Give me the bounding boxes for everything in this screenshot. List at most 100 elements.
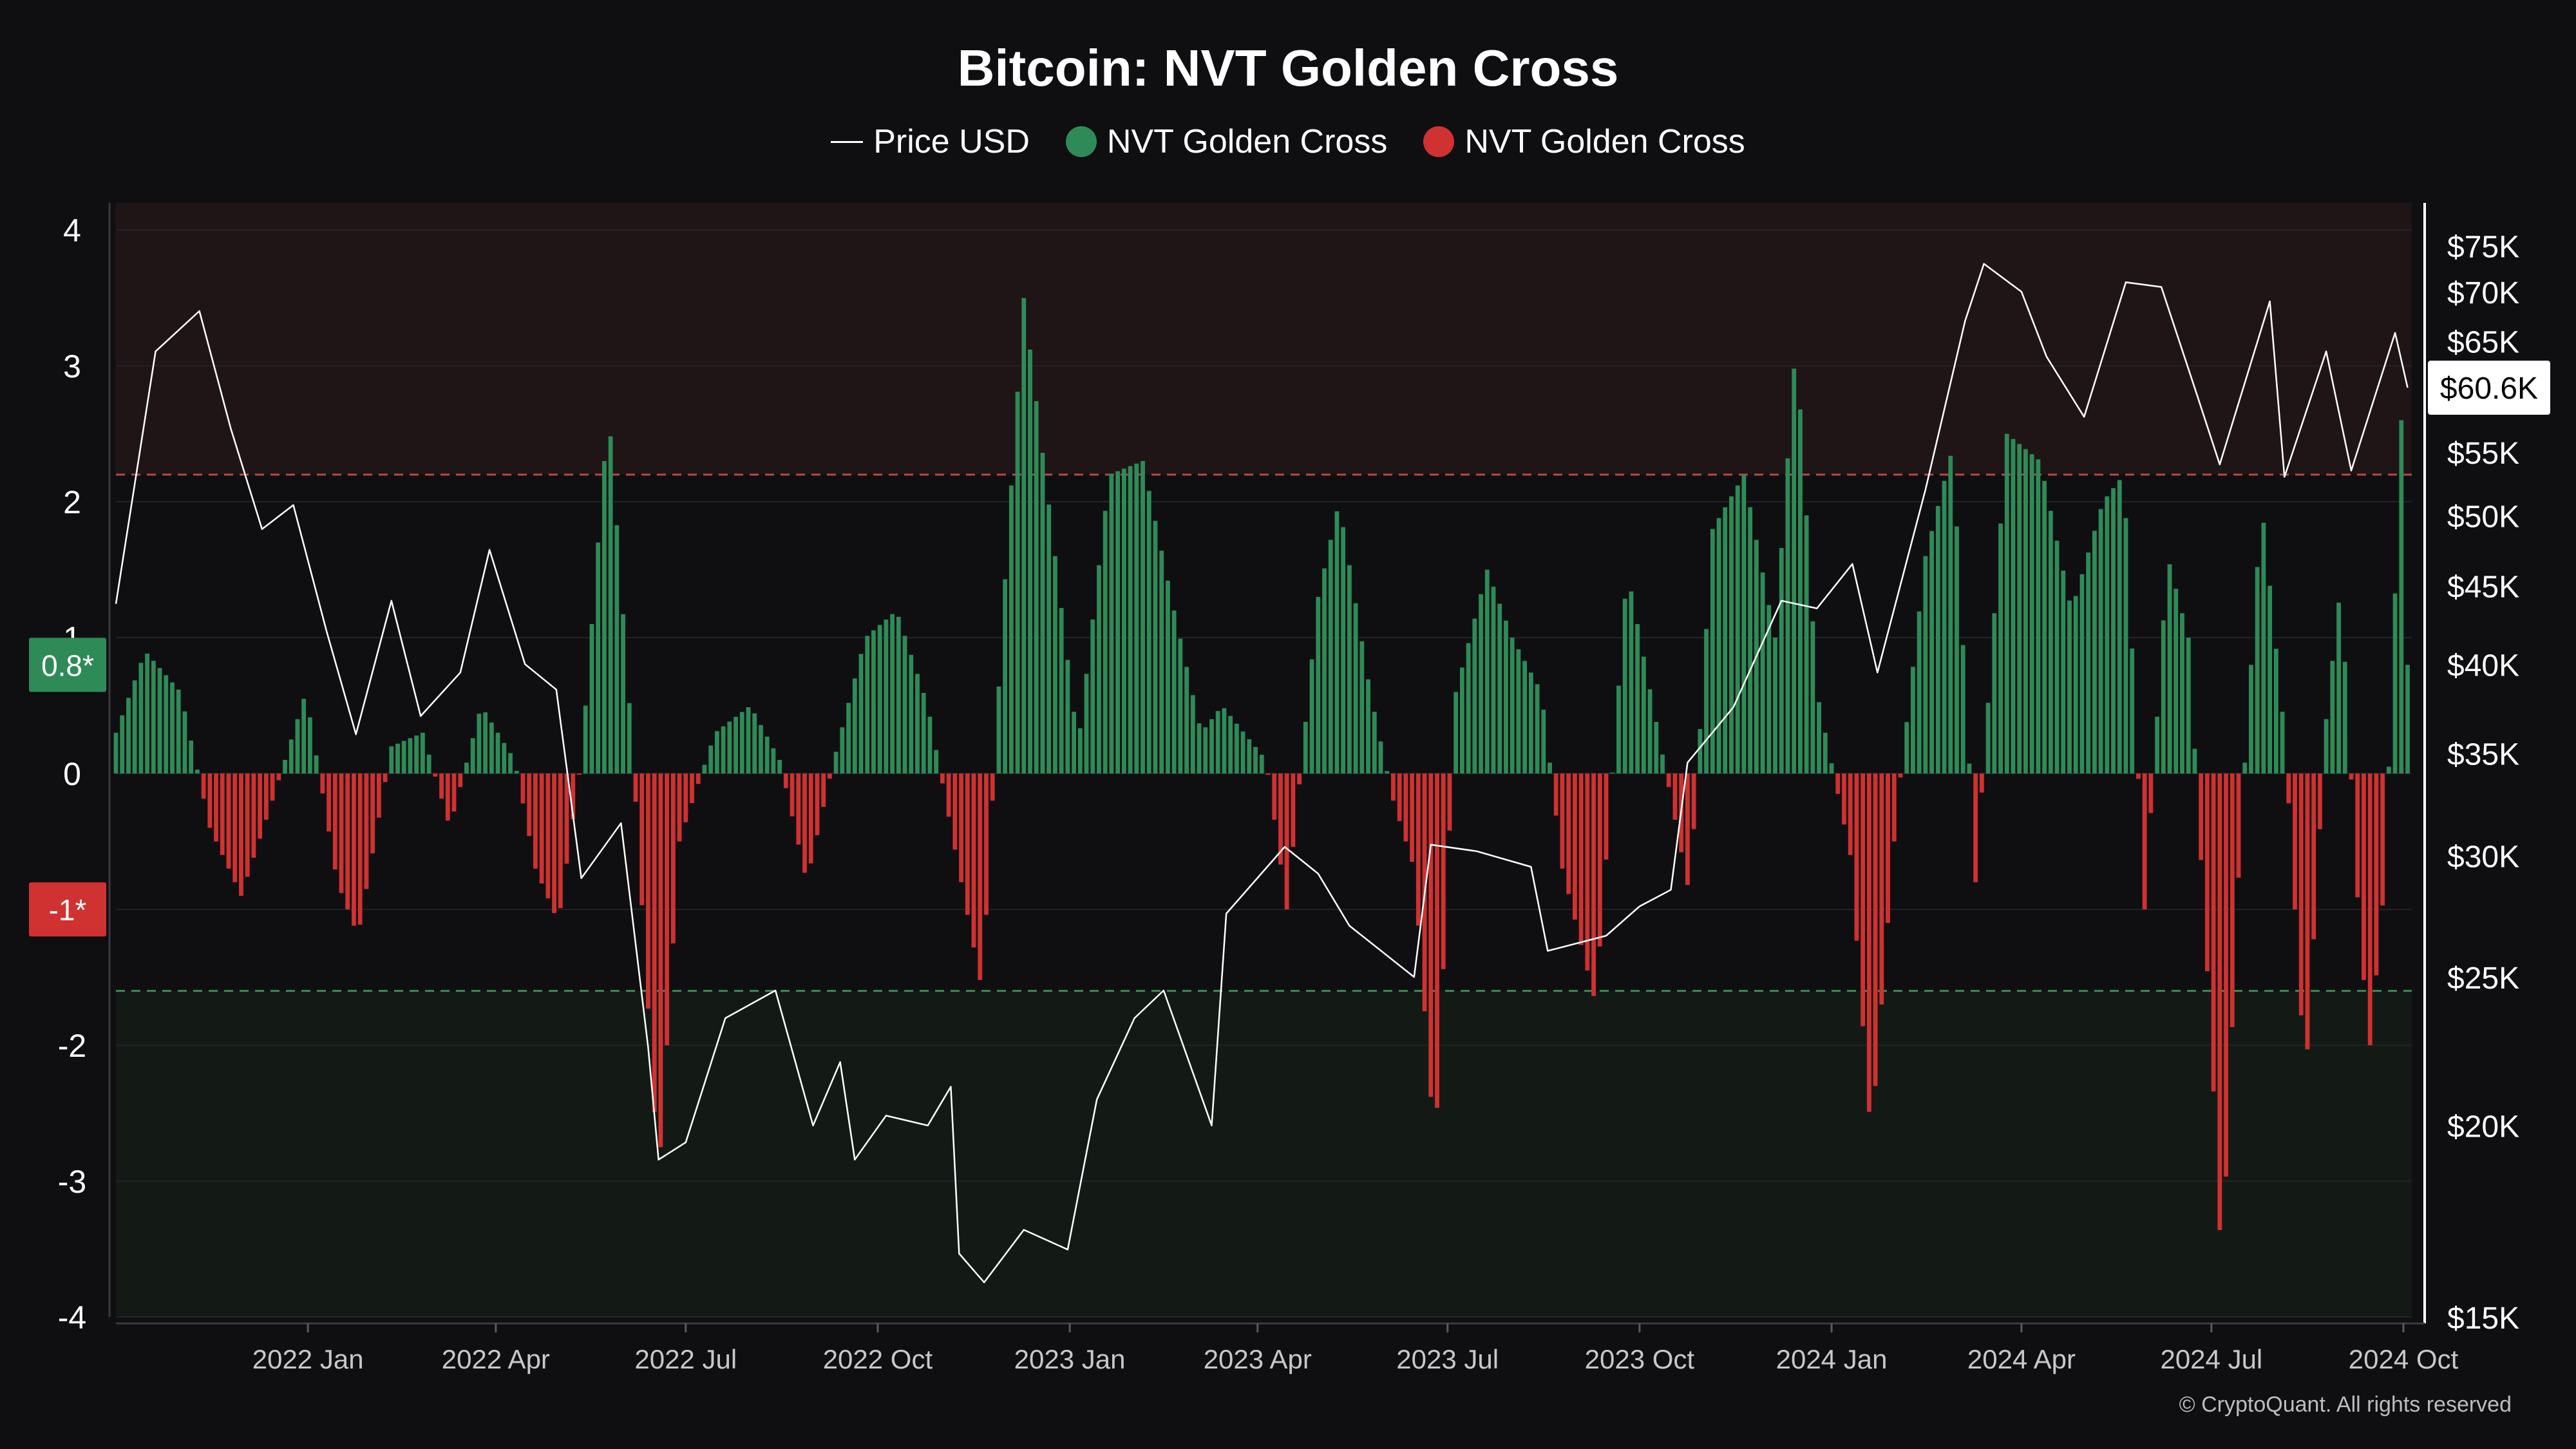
nvt-bar — [564, 773, 569, 864]
nvt-bar — [583, 705, 588, 774]
nvt-bar — [245, 773, 250, 877]
nvt-bar — [1021, 298, 1027, 774]
legend-item-price[interactable]: Price USD — [831, 122, 1030, 161]
nvt-bar — [677, 773, 682, 842]
nvt-bar — [2161, 620, 2166, 774]
right-tick-label: $25K — [2447, 961, 2519, 996]
nvt-bar — [370, 773, 375, 854]
nvt-bar — [865, 636, 870, 774]
legend-label-nvt-green: NVT Golden Cross — [1106, 123, 1388, 160]
nvt-bar — [1197, 723, 1202, 774]
nvt-bar — [214, 773, 218, 842]
nvt-bar — [1053, 556, 1057, 774]
nvt-bar — [2236, 773, 2241, 878]
nvt-bar — [2405, 665, 2410, 774]
nvt-bar — [639, 773, 645, 905]
nvt-bar — [940, 773, 945, 784]
nvt-bar — [2230, 773, 2235, 1027]
nvt-bar — [965, 773, 970, 915]
left-tick-label: -3 — [58, 1164, 86, 1200]
nvt-bar — [2311, 773, 2316, 940]
nvt-bar — [1785, 458, 1790, 774]
nvt-bar — [764, 736, 770, 774]
nvt-bar — [1366, 679, 1370, 774]
nvt-bar — [1046, 504, 1052, 774]
nvt-bar — [777, 760, 782, 774]
nvt-bar — [445, 773, 450, 821]
nvt-bar — [1685, 773, 1690, 886]
nvt-bar — [2317, 773, 2322, 829]
nvt-bar — [1322, 568, 1327, 774]
nvt-bar — [1291, 773, 1296, 848]
nvt-bar — [1911, 667, 1915, 774]
nvt-bar — [2355, 773, 2360, 898]
left-tick-label: -2 — [58, 1028, 86, 1064]
nvt-bar — [539, 773, 544, 884]
nvt-bar — [1522, 661, 1528, 774]
right-tick-label: $15K — [2447, 1302, 2519, 1336]
nvt-bar — [934, 750, 939, 774]
nvt-bar — [1942, 480, 1947, 774]
nvt-bar — [959, 773, 963, 882]
nvt-bar — [1141, 460, 1145, 774]
nvt-bar — [952, 773, 958, 850]
nvt-bar — [1591, 773, 1596, 996]
nvt-bar — [1284, 773, 1289, 910]
nvt-bar — [520, 773, 526, 804]
nvt-bar — [1647, 689, 1653, 774]
nvt-bar — [2011, 439, 2016, 774]
nvt-bar — [1672, 773, 1678, 820]
nvt-bar — [833, 752, 838, 774]
nvt-bar — [1115, 471, 1121, 774]
nvt-bar — [1766, 605, 1772, 774]
nvt-bar — [1278, 773, 1283, 865]
nvt-bar — [1497, 603, 1502, 774]
legend-item-nvt-red[interactable]: NVT Golden Cross — [1423, 122, 1745, 161]
nvt-bar — [1240, 731, 1245, 774]
nvt-bar — [596, 542, 601, 774]
nvt-bar — [2367, 773, 2372, 1046]
nvt-bar — [289, 739, 294, 774]
nvt-bar — [1059, 608, 1064, 774]
nvt-bar — [270, 773, 275, 801]
nvt-bar — [1484, 569, 1490, 774]
nvt-bar — [1716, 518, 1721, 774]
nvt-bar — [790, 773, 795, 817]
nvt-bar — [2142, 773, 2147, 910]
nvt-bar — [120, 715, 125, 774]
nvt-bar — [1472, 618, 1477, 774]
nvt-bar — [1359, 641, 1365, 774]
x-tick-label: 2024 Jan — [1776, 1344, 1888, 1374]
nvt-bar — [1616, 685, 1621, 774]
right-tick-label: $55K — [2447, 437, 2519, 471]
badge-label: 0.8* — [41, 649, 94, 682]
x-tick-label: 2022 Jul — [634, 1344, 737, 1374]
nvt-bar — [470, 738, 475, 774]
nvt-bar — [357, 773, 363, 925]
nvt-bar — [2079, 574, 2085, 774]
legend-line-marker — [831, 140, 864, 143]
nvt-bar — [1535, 684, 1540, 774]
nvt-bar — [2105, 496, 2110, 774]
nvt-bar — [2098, 509, 2103, 774]
x-tick-label: 2023 Jul — [1396, 1344, 1499, 1374]
nvt-bar — [652, 773, 657, 1112]
nvt-bar — [383, 773, 388, 782]
legend-item-nvt-green[interactable]: NVT Golden Cross — [1065, 122, 1388, 161]
nvt-bar — [2092, 531, 2097, 774]
x-tick-label: 2024 Oct — [2349, 1344, 2459, 1374]
nvt-bar — [1090, 619, 1095, 774]
nvt-bar — [1660, 754, 1665, 774]
nvt-bar — [2273, 649, 2278, 774]
nvt-bar — [414, 735, 419, 774]
nvt-bar — [308, 717, 312, 774]
nvt-bar — [1891, 773, 1897, 842]
nvt-bar — [132, 680, 137, 774]
nvt-bar — [314, 755, 319, 774]
nvt-bar — [2336, 602, 2341, 774]
nvt-bar — [251, 773, 256, 858]
nvt-bar — [1084, 674, 1089, 774]
nvt-bar — [589, 624, 594, 774]
nvt-bar — [921, 692, 926, 774]
